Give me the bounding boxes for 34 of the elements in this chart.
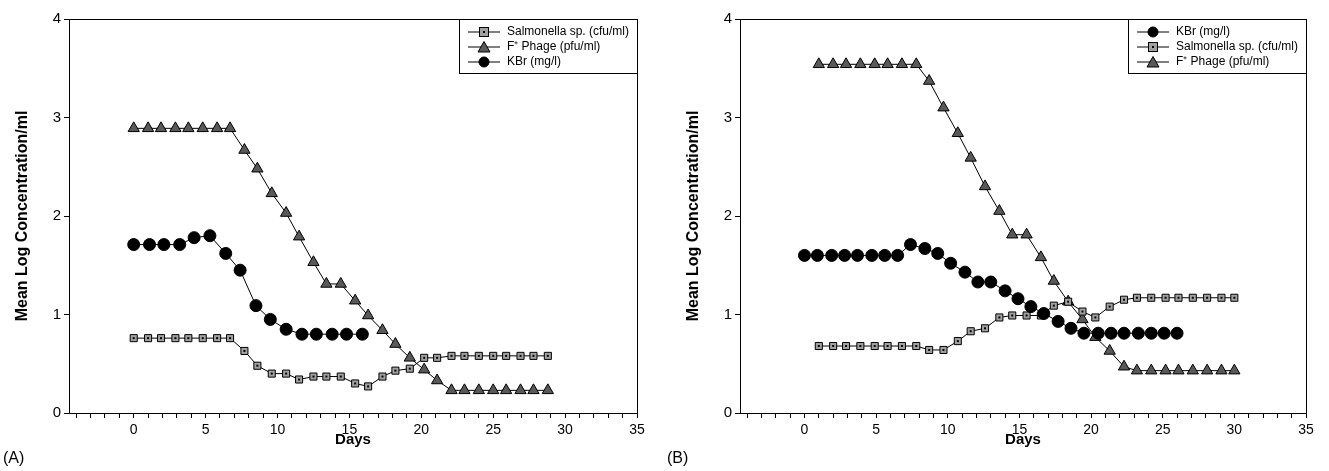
x-tick-label: 10 (939, 421, 956, 438)
x-tick-label: 35 (1298, 421, 1314, 438)
y-tick-label: 0 (723, 403, 732, 421)
legend-label: F⁺ Phage (pfu/ml) (1175, 54, 1270, 69)
x-tick-label: 25 (485, 421, 502, 438)
x-tick-label: 20 (1083, 421, 1100, 438)
y-tick-label: 0 (52, 403, 61, 421)
legend-label: Salmonella sp. (cfu/ml) (506, 24, 629, 39)
text: (B) (667, 449, 689, 467)
x-tick-label: 20 (413, 421, 430, 438)
y-axis-title: Mean Log Concentration/ml (13, 110, 31, 322)
x-tick-label: 30 (557, 421, 574, 438)
y-tick-label: 4 (52, 9, 61, 27)
y-tick-label: 3 (723, 107, 732, 125)
x-tick-label: 25 (1154, 421, 1171, 438)
legend-label: KBr (mg/l) (1175, 24, 1230, 39)
y-tick-label: 4 (723, 9, 732, 27)
legend-label: KBr (mg/l) (506, 54, 561, 69)
x-tick-label: 30 (1226, 421, 1243, 438)
x-tick-label: 0 (800, 421, 809, 438)
x-tick-label: 10 (269, 421, 286, 438)
x-tick-label: 5 (872, 421, 881, 438)
y-tick-label: 1 (723, 304, 732, 322)
legend-label: F⁺ Phage (pfu/ml) (506, 39, 601, 54)
x-tick-label: 5 (201, 421, 210, 438)
y-tick-label: 2 (723, 206, 732, 224)
y-axis-title: Mean Log Concentration/ml (684, 110, 702, 322)
x-tick-label: 35 (629, 421, 645, 438)
y-tick-label: 1 (52, 304, 61, 322)
x-tick-label: 0 (129, 421, 138, 438)
text: (A) (3, 449, 25, 467)
y-tick-label: 3 (52, 107, 61, 125)
y-tick-label: 2 (52, 206, 61, 224)
legend-label: Salmonella sp. (cfu/ml) (1175, 39, 1298, 54)
